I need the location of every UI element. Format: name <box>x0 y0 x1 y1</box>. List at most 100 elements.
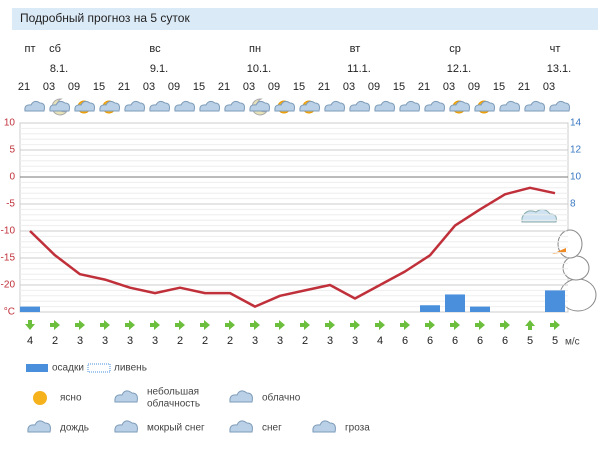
title: Подробный прогноз на 5 суток <box>20 11 190 25</box>
hour-label: 09 <box>68 81 80 93</box>
weather-icon <box>174 100 195 112</box>
wind-arrow <box>75 320 85 330</box>
hour-label: 21 <box>318 81 330 93</box>
wind-arrow <box>400 320 410 330</box>
wind-speed: 3 <box>277 335 283 347</box>
weather-icon <box>124 100 145 112</box>
wind-arrow <box>300 320 310 330</box>
wind-arrow <box>525 320 535 330</box>
weather-icon <box>224 100 245 112</box>
plot-area <box>19 122 569 313</box>
hour-label: 15 <box>93 81 105 93</box>
hour-label: 15 <box>293 81 305 93</box>
hour-label: 09 <box>268 81 280 93</box>
arrow <box>525 320 535 330</box>
legend-text: гроза <box>345 423 370 434</box>
cloud <box>449 100 470 112</box>
legend-icon <box>114 390 138 403</box>
wind-speed: 2 <box>52 335 58 347</box>
arrow <box>325 320 335 330</box>
cloud <box>299 100 320 112</box>
legend-shower <box>87 363 111 373</box>
hour-label: 15 <box>493 81 505 93</box>
day-name: вт <box>350 43 361 55</box>
cloud <box>149 100 170 112</box>
wind-speed: 2 <box>302 335 308 347</box>
arrow <box>175 320 185 330</box>
wind-arrow <box>150 320 160 330</box>
arrow <box>250 320 260 330</box>
weather-icon <box>499 100 520 112</box>
y-tick-label: 5 <box>9 145 15 156</box>
cloud <box>99 100 120 112</box>
wind-arrow <box>450 320 460 330</box>
day-date: 9.1. <box>150 63 168 75</box>
arrow <box>25 320 35 330</box>
cloud <box>24 100 45 112</box>
hour-label: 03 <box>343 81 355 93</box>
y-tick-label: -10 <box>1 226 16 237</box>
hour-label: 03 <box>443 81 455 93</box>
hour-label: 21 <box>218 81 230 93</box>
y2-tick-label: 8 <box>570 199 576 210</box>
wind-unit: м/с <box>565 337 580 348</box>
wind-speed: 2 <box>202 335 208 347</box>
legend-text: дождь <box>60 423 89 434</box>
weather-icon <box>474 100 495 114</box>
precip-bar <box>420 305 440 312</box>
y-tick-label: 0 <box>9 172 15 183</box>
y-tick-label: -15 <box>1 253 16 264</box>
weather-icon <box>149 100 170 112</box>
wind-arrow <box>425 320 435 330</box>
wind-arrow <box>25 320 35 330</box>
wind-speed: 5 <box>552 335 558 347</box>
y-tick-label: -5 <box>6 199 15 210</box>
cloud <box>174 100 195 112</box>
weather-icon <box>399 100 420 112</box>
arrow <box>400 320 410 330</box>
legend-text: ливень <box>114 363 147 374</box>
wind-arrow <box>500 320 510 330</box>
weather-icon <box>99 100 120 114</box>
hour-label: 03 <box>143 81 155 93</box>
cloud <box>424 100 445 112</box>
cloud <box>199 100 220 112</box>
wind-arrow <box>550 320 560 330</box>
hour-label: 21 <box>518 81 530 93</box>
arrow <box>450 320 460 330</box>
y2-tick-label: 10 <box>570 172 582 183</box>
wind-arrow <box>50 320 60 330</box>
cloud <box>74 100 95 112</box>
snowman <box>521 208 597 312</box>
hour-label: 15 <box>393 81 405 93</box>
wind-speed: 5 <box>527 335 533 347</box>
precip-bar <box>470 306 490 312</box>
cloud <box>249 100 270 112</box>
weather-icon <box>424 100 445 112</box>
day-name: ср <box>449 43 461 55</box>
precip-bar <box>545 290 565 312</box>
hour-label: 15 <box>193 81 205 93</box>
weather-icon <box>199 100 220 112</box>
weather-icon <box>249 98 270 116</box>
wind-speed: 4 <box>377 335 383 347</box>
weather-icon <box>549 100 570 112</box>
wind-arrow <box>325 320 335 330</box>
wind-speed: 3 <box>77 335 83 347</box>
weather-icon <box>74 100 95 114</box>
arrow <box>275 320 285 330</box>
wind-arrow <box>200 320 210 330</box>
hour-label: 03 <box>543 81 555 93</box>
wind-speed: 6 <box>402 335 408 347</box>
day-name: вс <box>149 43 161 55</box>
day-name: пт <box>25 43 36 55</box>
hour-label: 21 <box>118 81 130 93</box>
weather-icon <box>274 100 295 114</box>
y-tick-label: °C <box>4 307 15 318</box>
y-tick-label: -20 <box>1 280 16 291</box>
cloud <box>324 100 345 112</box>
wind-arrow <box>100 320 110 330</box>
arrow <box>200 320 210 330</box>
day-date: 8.1. <box>50 63 68 75</box>
day-name: чт <box>550 43 561 55</box>
